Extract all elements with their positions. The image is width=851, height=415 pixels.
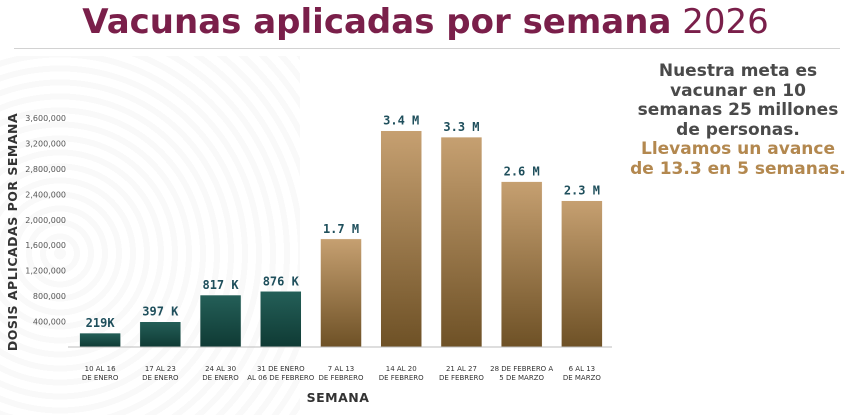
y-tick-label: 2,800,000 [25, 165, 66, 174]
bar [561, 200, 603, 348]
x-axis-title: SEMANA [307, 390, 370, 405]
y-tick-label: 3,600,000 [25, 114, 66, 123]
bar-value-label: 3.4 M [383, 114, 419, 128]
bar [380, 130, 422, 348]
bar [500, 181, 543, 348]
x-tick-label: 21 AL 27 [446, 365, 477, 373]
background-pattern [0, 56, 300, 415]
title-main: Vacunas aplicadas por semana [82, 2, 672, 42]
x-tick-label: 17 AL 23 [145, 365, 176, 373]
bar [199, 294, 242, 348]
bar-value-label: 876 K [263, 274, 300, 288]
y-axis: 400,000 800,000 1,200,000 1,600,000 2,000,00… [25, 114, 66, 327]
x-tick-label: 28 DE FEBRERO A [490, 365, 553, 373]
y-tick-label: 800,000 [33, 292, 66, 301]
bar [139, 321, 182, 348]
x-tick-label: AL 06 DE FEBRERO [247, 374, 314, 382]
bar-value-label: 397 K [142, 305, 179, 319]
x-tick-label: DE ENERO [82, 374, 119, 382]
x-tick-label: DE MARZO [563, 374, 602, 382]
x-tick-label: 5 DE MARZO [499, 374, 544, 382]
x-tick-label: DE ENERO [142, 374, 179, 382]
x-tick-label: 31 DE ENERO [257, 365, 305, 373]
page-title: Vacunas aplicadas por semana 2026 [0, 2, 851, 42]
x-tick-label: 14 AL 20 [386, 365, 417, 373]
x-tick-label: DE FEBRERO [319, 374, 364, 382]
bar-value-label: 817 K [202, 278, 239, 292]
x-tick-label: DE FEBRERO [439, 374, 484, 382]
x-tick-label: 10 AL 16 [85, 365, 116, 373]
y-tick-label: 2,000,000 [25, 216, 66, 225]
x-tick-label: 7 AL 13 [328, 365, 355, 373]
bar [260, 291, 302, 348]
bar-value-label: 3.3 M [443, 120, 479, 134]
goal-note: Nuestra meta es vacunar en 10 semanas 25… [628, 61, 848, 179]
x-tick-label: DE ENERO [202, 374, 239, 382]
y-axis-title: DOSIS APLICADAS POR SEMANA [5, 113, 20, 351]
x-tick-label: DE FEBRERO [379, 374, 424, 382]
x-tick-label: 6 AL 13 [569, 365, 596, 373]
bars: 219K 397 K 817 K 876 K 1.7 M 3.4 M 3.3 M 2.6 M 2… [79, 114, 603, 348]
bar [320, 238, 362, 348]
bar-value-label: 2.6 M [504, 165, 540, 179]
progress-text: Llevamos un avance de 13.3 en 5 semanas. [630, 139, 846, 179]
bar [79, 332, 121, 348]
y-tick-label: 2,400,000 [25, 190, 66, 199]
y-tick-label: 400,000 [33, 318, 66, 327]
title-year: 2026 [682, 2, 769, 42]
title-divider [14, 48, 840, 49]
x-tick-label: 24 AL 30 [205, 365, 236, 373]
y-tick-label: 1,600,000 [25, 241, 66, 250]
bar-value-label: 2.3 M [564, 184, 600, 198]
bar-value-label: 1.7 M [323, 222, 359, 236]
bar [440, 136, 483, 348]
y-tick-label: 1,200,000 [25, 267, 66, 276]
bar-value-label: 219K [86, 316, 116, 330]
y-tick-label: 3,200,000 [25, 139, 66, 148]
goal-text: Nuestra meta es vacunar en 10 semanas 25… [637, 61, 839, 140]
